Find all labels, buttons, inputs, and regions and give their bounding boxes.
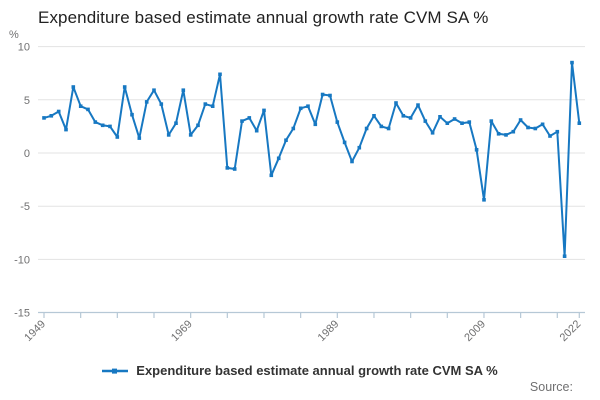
data-point[interactable] bbox=[540, 122, 545, 127]
data-point[interactable] bbox=[284, 138, 288, 142]
data-point[interactable] bbox=[408, 116, 413, 120]
data-point[interactable] bbox=[262, 108, 266, 113]
data-point[interactable] bbox=[562, 254, 567, 258]
data-point[interactable] bbox=[306, 104, 310, 108]
x-tick-label: 1949 bbox=[22, 318, 48, 344]
data-point[interactable] bbox=[364, 126, 369, 131]
data-point[interactable] bbox=[181, 88, 186, 92]
data-point[interactable] bbox=[225, 166, 230, 170]
data-point[interactable] bbox=[108, 124, 112, 129]
data-point[interactable] bbox=[210, 104, 215, 108]
data-point[interactable] bbox=[467, 120, 472, 124]
data-point[interactable] bbox=[291, 126, 296, 131]
data-point[interactable] bbox=[357, 145, 362, 150]
data-point[interactable] bbox=[445, 121, 450, 125]
data-point[interactable] bbox=[298, 106, 303, 111]
x-axis: 1949 1969 1989 2009 2022 bbox=[22, 311, 585, 344]
data-point[interactable] bbox=[423, 119, 428, 123]
data-point[interactable] bbox=[482, 198, 486, 202]
data-point[interactable] bbox=[174, 121, 178, 125]
data-point[interactable] bbox=[511, 129, 516, 134]
data-point[interactable] bbox=[203, 102, 208, 106]
data-line bbox=[43, 61, 581, 258]
data-point[interactable] bbox=[489, 119, 494, 123]
data-point[interactable] bbox=[42, 116, 46, 120]
data-point[interactable] bbox=[548, 134, 552, 138]
data-point[interactable] bbox=[350, 159, 354, 164]
source-label: Source: bbox=[529, 380, 573, 394]
x-tick-label: 1969 bbox=[169, 318, 195, 344]
data-point[interactable] bbox=[577, 121, 582, 125]
data-point[interactable] bbox=[460, 121, 464, 125]
data-point[interactable] bbox=[100, 123, 105, 128]
data-point[interactable] bbox=[372, 114, 376, 118]
data-point[interactable] bbox=[342, 140, 347, 145]
data-point[interactable] bbox=[78, 104, 83, 108]
data-point[interactable] bbox=[240, 119, 244, 123]
data-point[interactable] bbox=[570, 60, 574, 65]
data-point[interactable] bbox=[328, 93, 332, 98]
y-axis-unit-label: % bbox=[9, 29, 19, 41]
data-point[interactable] bbox=[416, 103, 420, 107]
data-points bbox=[42, 60, 582, 258]
data-point[interactable] bbox=[64, 127, 68, 132]
data-point[interactable] bbox=[166, 133, 171, 137]
data-point[interactable] bbox=[526, 125, 530, 130]
data-point[interactable] bbox=[438, 115, 442, 119]
x-tick-label: 2022 bbox=[558, 318, 584, 344]
data-point[interactable] bbox=[430, 131, 435, 135]
data-point[interactable] bbox=[93, 120, 98, 124]
data-point[interactable] bbox=[71, 85, 76, 89]
data-point[interactable] bbox=[320, 92, 325, 97]
data-point[interactable] bbox=[269, 173, 274, 178]
data-point[interactable] bbox=[335, 120, 340, 124]
data-point[interactable] bbox=[533, 126, 538, 131]
x-tick-label: 2009 bbox=[462, 318, 488, 344]
data-point[interactable] bbox=[115, 135, 120, 139]
data-point[interactable] bbox=[386, 126, 391, 131]
data-point[interactable] bbox=[401, 114, 406, 118]
data-point[interactable] bbox=[452, 117, 457, 121]
y-tick-label: 0 bbox=[24, 148, 30, 160]
x-tick-label: 1989 bbox=[316, 318, 342, 344]
y-tick-label: -5 bbox=[20, 201, 30, 213]
y-tick-label: 5 bbox=[24, 95, 30, 107]
data-point[interactable] bbox=[518, 118, 523, 122]
data-point[interactable] bbox=[276, 156, 281, 161]
data-point[interactable] bbox=[122, 85, 127, 89]
legend-line-marker-icon bbox=[102, 366, 129, 376]
y-tick-label: -15 bbox=[14, 308, 30, 320]
data-point[interactable] bbox=[394, 101, 398, 105]
y-tick-label: -10 bbox=[14, 254, 30, 266]
data-point[interactable] bbox=[232, 167, 237, 171]
data-point[interactable] bbox=[247, 116, 252, 120]
data-point[interactable] bbox=[159, 102, 164, 106]
data-point[interactable] bbox=[144, 100, 149, 104]
data-point[interactable] bbox=[49, 114, 54, 118]
data-point[interactable] bbox=[196, 123, 200, 128]
data-point[interactable] bbox=[555, 129, 560, 134]
data-point[interactable] bbox=[379, 124, 384, 129]
data-point[interactable] bbox=[504, 133, 508, 137]
data-point[interactable] bbox=[86, 107, 90, 112]
page-title: Expenditure based estimate annual growth… bbox=[38, 8, 489, 27]
gridlines: 10 5 0 -5 -10 -15 bbox=[14, 42, 585, 320]
y-tick-label: 10 bbox=[18, 42, 30, 54]
data-point[interactable] bbox=[496, 132, 501, 136]
data-point[interactable] bbox=[313, 122, 318, 127]
data-point[interactable] bbox=[254, 128, 259, 133]
data-point[interactable] bbox=[137, 136, 142, 140]
legend: Expenditure based estimate annual growth… bbox=[0, 363, 600, 378]
data-point[interactable] bbox=[218, 72, 222, 77]
data-point[interactable] bbox=[152, 88, 156, 92]
data-point[interactable] bbox=[188, 133, 193, 137]
data-point[interactable] bbox=[56, 109, 61, 114]
data-point[interactable] bbox=[474, 148, 479, 152]
legend-series-label: Expenditure based estimate annual growth… bbox=[136, 363, 498, 378]
data-point[interactable] bbox=[130, 112, 134, 117]
